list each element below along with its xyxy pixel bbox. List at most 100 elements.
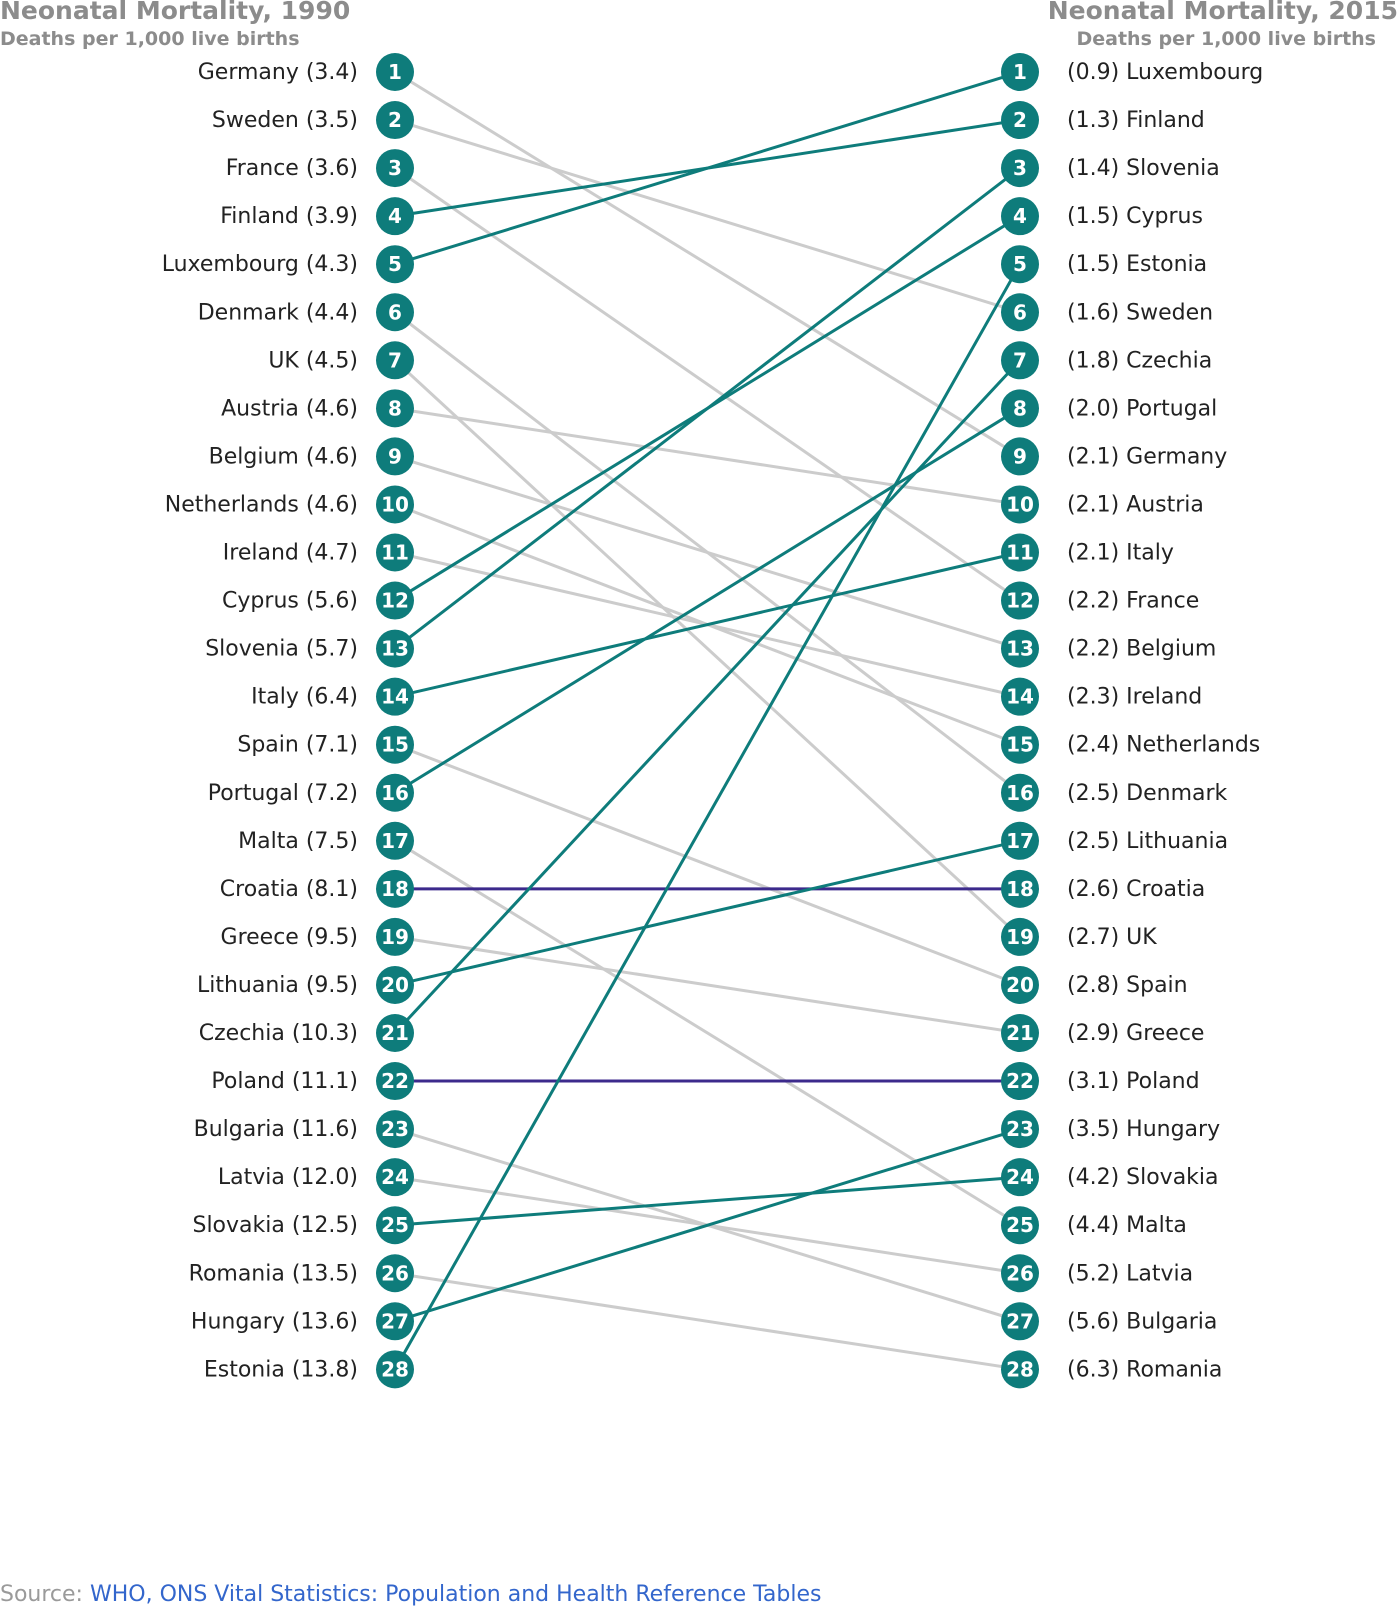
right-rank-number-26: 26 — [1006, 1261, 1034, 1285]
left-rank-number-24: 24 — [381, 1165, 409, 1189]
left-label-slovakia: Slovakia (12.5) — [192, 1213, 358, 1238]
right-rank-marker-6 — [1001, 293, 1039, 332]
left-label-czechia: Czechia (10.3) — [199, 1021, 358, 1046]
left-rank-marker-12 — [376, 581, 414, 620]
right-rank-number-15: 15 — [1006, 733, 1034, 757]
right-rank-marker-12 — [1001, 581, 1039, 620]
left-rank-number-10: 10 — [381, 492, 409, 516]
left-rank-marker-21 — [376, 1014, 414, 1052]
right-rank-marker-3 — [1001, 149, 1039, 188]
right-label-croatia: (2.6) Croatia — [1067, 877, 1205, 902]
left-rank-marker-4 — [376, 197, 414, 236]
right-column-title: Neonatal Mortality, 2015 — [1047, 0, 1398, 25]
right-rank-number-16: 16 — [1006, 781, 1034, 805]
left-rank-number-26: 26 — [381, 1261, 409, 1285]
slope-chart: 1234567891011121314151617181920212223242… — [162, 53, 1264, 1389]
right-rank-marker-15 — [1001, 725, 1039, 764]
right-label-italy: (2.1) Italy — [1067, 541, 1174, 566]
left-label-austria: Austria (4.6) — [221, 396, 358, 421]
right-label-malta: (4.4) Malta — [1067, 1213, 1187, 1238]
right-rank-number-19: 19 — [1006, 925, 1034, 949]
left-rank-number-18: 18 — [381, 877, 409, 901]
right-rank-number-22: 22 — [1006, 1069, 1034, 1093]
left-label-hungary: Hungary (13.6) — [191, 1309, 358, 1334]
country-labels: Germany (3.4) Sweden (3.5) France (3.6) Fin… — [162, 60, 1264, 1382]
left-rank-marker-25 — [376, 1206, 414, 1245]
right-rank-marker-11 — [1001, 533, 1039, 572]
right-rank-number-13: 13 — [1006, 637, 1034, 661]
left-rank-number-4: 4 — [388, 204, 402, 228]
slope-line-malta — [394, 839, 1021, 1227]
left-label-poland: Poland (11.1) — [211, 1069, 358, 1094]
left-rank-number-22: 22 — [381, 1069, 409, 1093]
slope-line-sweden — [394, 118, 1021, 314]
right-label-slovakia: (4.2) Slovakia — [1067, 1165, 1219, 1190]
slope-line-greece — [394, 935, 1021, 1035]
right-rank-number-2: 2 — [1013, 108, 1027, 132]
slope-line-italy — [394, 551, 1021, 699]
right-rank-marker-24 — [1001, 1158, 1039, 1197]
left-label-france: France (3.6) — [226, 156, 358, 181]
slope-line-romania — [394, 1271, 1021, 1371]
right-rank-marker-2 — [1001, 101, 1039, 140]
right-label-greece: (2.9) Greece — [1067, 1021, 1204, 1046]
right-label-germany: (2.1) Germany — [1067, 444, 1227, 469]
right-label-sweden: (1.6) Sweden — [1067, 300, 1213, 325]
right-rank-marker-1 — [1001, 53, 1039, 91]
right-rank-number-14: 14 — [1006, 685, 1034, 709]
right-label-uk: (2.7) UK — [1067, 925, 1157, 950]
slope-line-lithuania — [394, 839, 1021, 987]
left-label-luxembourg: Luxembourg (4.3) — [162, 252, 358, 277]
left-rank-marker-28 — [376, 1350, 414, 1389]
left-rank-number-23: 23 — [381, 1117, 409, 1141]
right-rank-marker-23 — [1001, 1110, 1039, 1149]
left-rank-number-13: 13 — [381, 637, 409, 661]
right-label-denmark: (2.5) Denmark — [1067, 781, 1228, 806]
left-label-sweden: Sweden (3.5) — [212, 108, 358, 133]
slope-line-austria — [394, 406, 1021, 506]
right-label-france: (2.2) France — [1067, 589, 1199, 614]
slope-line-spain — [394, 743, 1021, 987]
left-label-portugal: Portugal (7.2) — [208, 781, 358, 806]
right-rank-number-7: 7 — [1013, 348, 1027, 372]
left-label-estonia: Estonia (13.8) — [204, 1357, 358, 1382]
right-rank-marker-9 — [1001, 437, 1039, 476]
slope-line-czechia — [393, 359, 1022, 1035]
left-label-romania: Romania (13.5) — [189, 1261, 358, 1286]
left-label-netherlands: Netherlands (4.6) — [165, 492, 358, 517]
declined-lines — [393, 70, 1022, 1371]
left-rank-marker-6 — [376, 293, 414, 332]
right-rank-number-12: 12 — [1006, 589, 1034, 613]
right-label-finland: (1.3) Finland — [1067, 108, 1205, 133]
right-rank-number-18: 18 — [1006, 877, 1034, 901]
right-label-belgium: (2.2) Belgium — [1067, 637, 1216, 662]
right-label-cyprus: (1.5) Cyprus — [1067, 204, 1203, 229]
slope-line-hungary — [394, 1127, 1021, 1323]
left-label-croatia: Croatia (8.1) — [220, 877, 358, 902]
right-rank-marker-13 — [1001, 629, 1039, 668]
right-rank-marker-4 — [1001, 197, 1039, 236]
right-label-slovenia: (1.4) Slovenia — [1067, 156, 1220, 181]
left-rank-marker-5 — [376, 245, 414, 284]
slope-line-slovenia — [394, 166, 1021, 650]
left-rank-marker-9 — [376, 437, 414, 476]
left-rank-number-12: 12 — [381, 589, 409, 613]
left-label-greece: Greece (9.5) — [221, 925, 358, 950]
source-link[interactable]: WHO, ONS Vital Statistics: Population an… — [89, 1582, 822, 1607]
right-label-estonia: (1.5) Estonia — [1067, 252, 1207, 277]
source-note: Source: WHO, ONS Vital Statistics: Popul… — [0, 1582, 822, 1607]
right-rank-marker-8 — [1001, 389, 1039, 428]
left-rank-number-3: 3 — [388, 156, 402, 180]
right-rank-number-28: 28 — [1006, 1357, 1034, 1381]
left-rank-marker-23 — [376, 1110, 414, 1149]
left-label-italy: Italy (6.4) — [251, 685, 358, 710]
left-rank-marker-14 — [376, 677, 414, 716]
right-label-latvia: (5.2) Latvia — [1067, 1261, 1193, 1286]
left-label-malta: Malta (7.5) — [238, 829, 358, 854]
left-rank-marker-17 — [376, 821, 414, 860]
left-rank-number-16: 16 — [381, 781, 409, 805]
right-rank-number-3: 3 — [1013, 156, 1027, 180]
right-label-spain: (2.8) Spain — [1067, 973, 1188, 998]
left-rank-marker-24 — [376, 1158, 414, 1197]
slope-line-belgium — [394, 454, 1021, 651]
